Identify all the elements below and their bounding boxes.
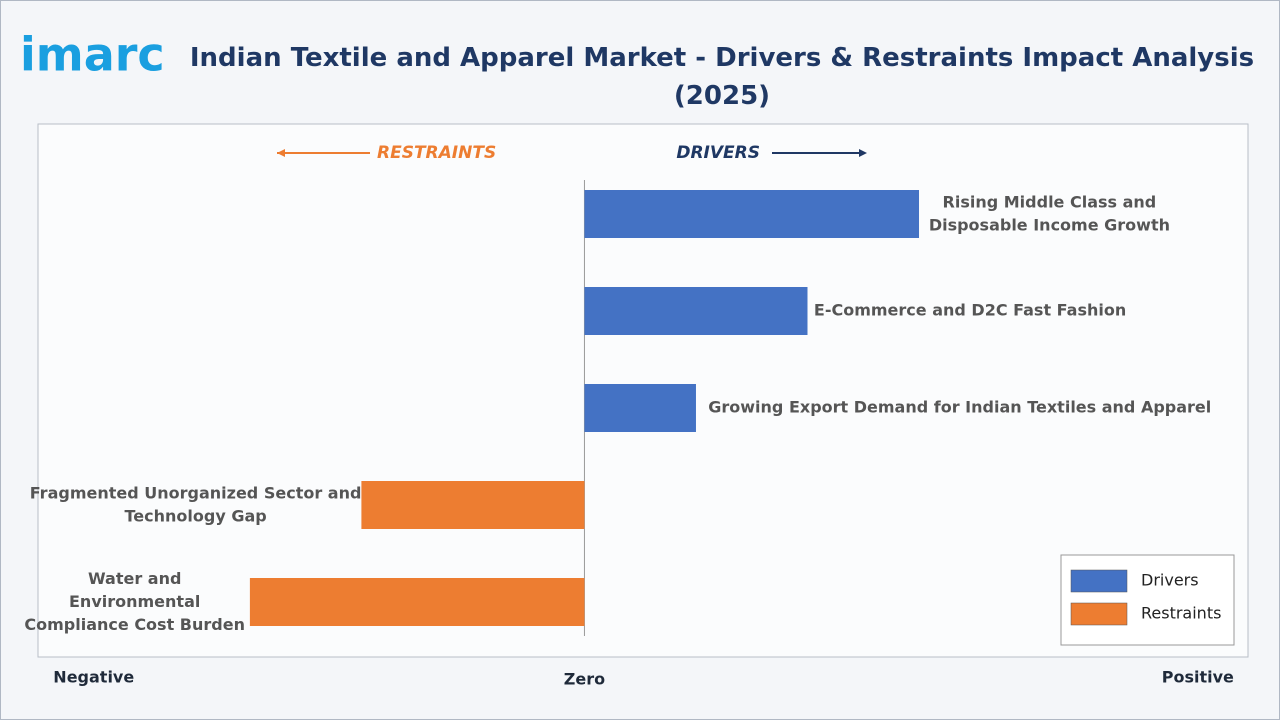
legend-swatch	[1070, 569, 1128, 593]
annotation: RESTRAINTS	[377, 143, 496, 163]
legend-label: Restraints	[1141, 604, 1221, 623]
category-label: Growing Export Demand for Indian Textile…	[708, 398, 1211, 417]
category-label: Fragmented Unorganized Sector and Technol…	[30, 483, 362, 525]
bar	[249, 578, 585, 626]
annotation: DRIVERS	[676, 143, 760, 163]
x-tick-label: Zero	[564, 670, 605, 689]
bar	[584, 190, 920, 238]
category-label: E-Commerce and D2C Fast Fashion	[814, 301, 1126, 320]
bar	[361, 481, 585, 529]
category-label: Rising Middle Class and Disposable Income…	[929, 192, 1170, 234]
x-tick-label: Positive	[1162, 668, 1234, 687]
bar	[584, 287, 808, 335]
chart-title: Indian Textile and Apparel Market - Driv…	[190, 43, 1254, 111]
legend	[1060, 554, 1235, 646]
bar	[584, 384, 696, 432]
legend-swatch	[1070, 602, 1128, 626]
legend-label: Drivers	[1141, 571, 1199, 590]
arrow-head	[859, 149, 867, 157]
category-label: Water and Environmental Compliance Cost Bu…	[24, 568, 245, 633]
x-tick-label: Negative	[53, 668, 134, 687]
logo: imarc	[20, 28, 165, 82]
arrow-head	[277, 149, 285, 157]
